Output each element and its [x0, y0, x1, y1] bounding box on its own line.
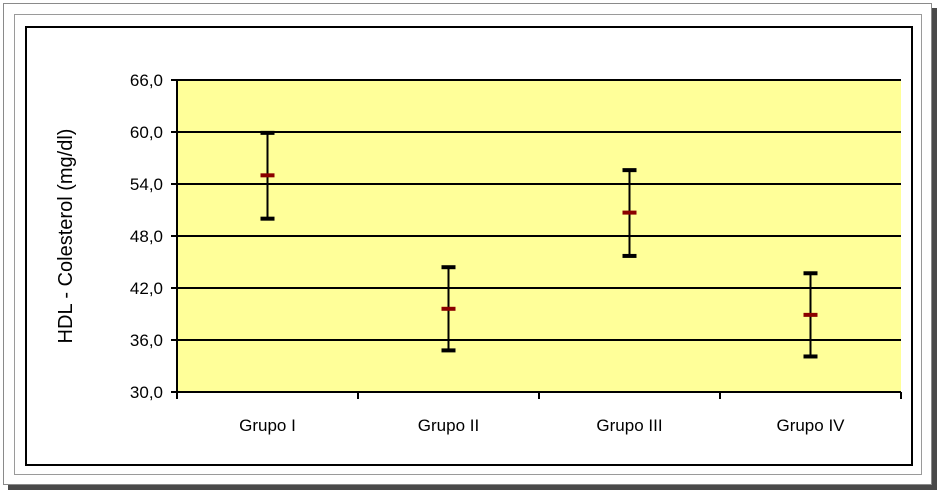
- x-tick-labels: Grupo I Grupo II Grupo III Grupo IV: [239, 416, 845, 435]
- y-tick-label: 66,0: [130, 71, 163, 90]
- error-bar: [441, 265, 456, 353]
- frame-shadow-right: [932, 8, 937, 488]
- y-tick-label: 60,0: [130, 123, 163, 142]
- error-bar: [622, 168, 637, 258]
- x-tick-label: Grupo III: [596, 416, 662, 435]
- error-bar: [803, 271, 818, 359]
- y-tick-label: 30,0: [130, 383, 163, 402]
- x-tick-label: Grupo I: [239, 416, 296, 435]
- y-tick-label: 42,0: [130, 279, 163, 298]
- gridlines: [177, 79, 901, 341]
- frame-shadow-bottom: [8, 485, 937, 490]
- error-bar: [260, 130, 275, 221]
- x-tick-label: Grupo II: [418, 416, 479, 435]
- axes: [171, 79, 902, 399]
- y-tick-label: 36,0: [130, 331, 163, 350]
- y-tick-labels: 30,0 36,0 42,0 48,0 54,0 60,0 66,0: [130, 71, 163, 402]
- error-bars: [260, 130, 818, 359]
- y-tick-label: 48,0: [130, 227, 163, 246]
- y-axis-title: HDL - Colesterol (mg/dl): [55, 129, 77, 344]
- y-tick-label: 54,0: [130, 175, 163, 194]
- x-tick-label: Grupo IV: [776, 416, 845, 435]
